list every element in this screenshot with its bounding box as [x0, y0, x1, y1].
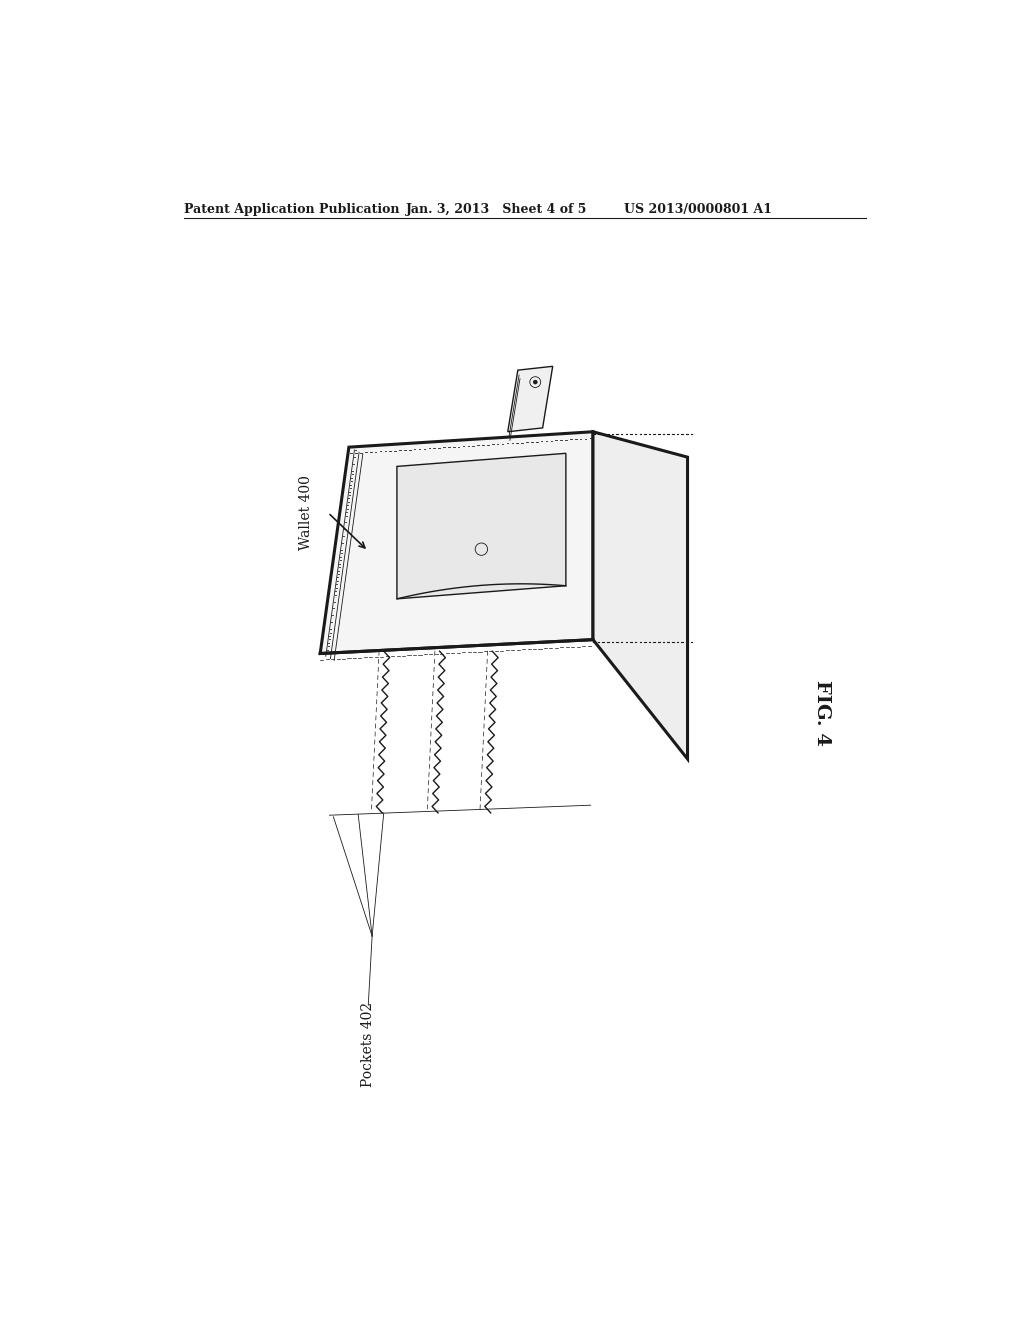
Polygon shape	[593, 432, 687, 759]
Polygon shape	[397, 453, 566, 599]
Polygon shape	[508, 367, 553, 432]
Text: Pockets 402: Pockets 402	[361, 1002, 375, 1086]
Text: Patent Application Publication: Patent Application Publication	[183, 203, 399, 216]
Polygon shape	[321, 432, 593, 653]
Circle shape	[534, 380, 538, 384]
Text: Wallet 400: Wallet 400	[299, 475, 313, 550]
Text: Jan. 3, 2013   Sheet 4 of 5: Jan. 3, 2013 Sheet 4 of 5	[406, 203, 587, 216]
Text: US 2013/0000801 A1: US 2013/0000801 A1	[624, 203, 772, 216]
Text: FIG. 4: FIG. 4	[813, 680, 830, 746]
